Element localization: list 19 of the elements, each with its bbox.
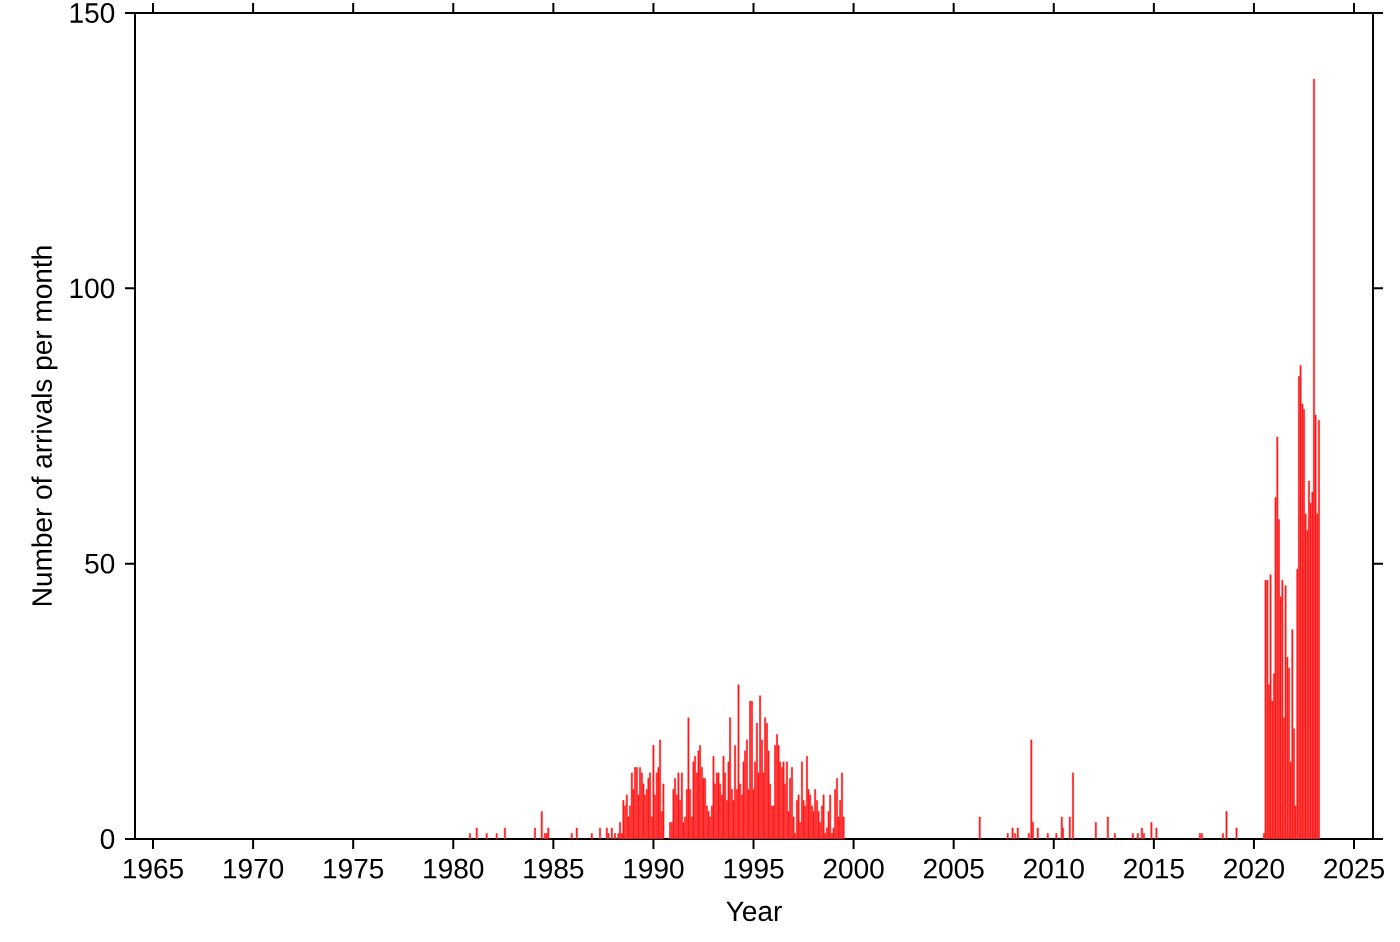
x-tick-label: 1985	[524, 858, 584, 879]
x-tick-label: 2020	[1224, 858, 1284, 879]
x-axis-title: Year	[726, 901, 782, 922]
y-axis-title: Number of arrivals per month	[31, 246, 58, 605]
x-tick-label: 1975	[324, 858, 384, 879]
y-tick-label: 50	[85, 553, 115, 574]
x-tick-label: 2005	[923, 858, 984, 879]
x-tick-label: 2015	[1124, 858, 1184, 879]
y-tick-label: 150	[70, 3, 115, 23]
x-tick-label: 2025	[1324, 858, 1384, 879]
x-tick-label: 1970	[224, 858, 284, 879]
y-tick-label: 100	[70, 278, 115, 299]
x-tick-label: 1965	[124, 858, 183, 879]
x-tick-label: 1995	[724, 858, 784, 879]
x-tick-label: 2010	[1024, 858, 1084, 879]
x-tick-label: 2000	[823, 858, 884, 879]
y-tick-label: 0	[100, 829, 115, 849]
x-tick-label: 1980	[424, 858, 484, 879]
x-tick-label: 1990	[624, 858, 684, 879]
